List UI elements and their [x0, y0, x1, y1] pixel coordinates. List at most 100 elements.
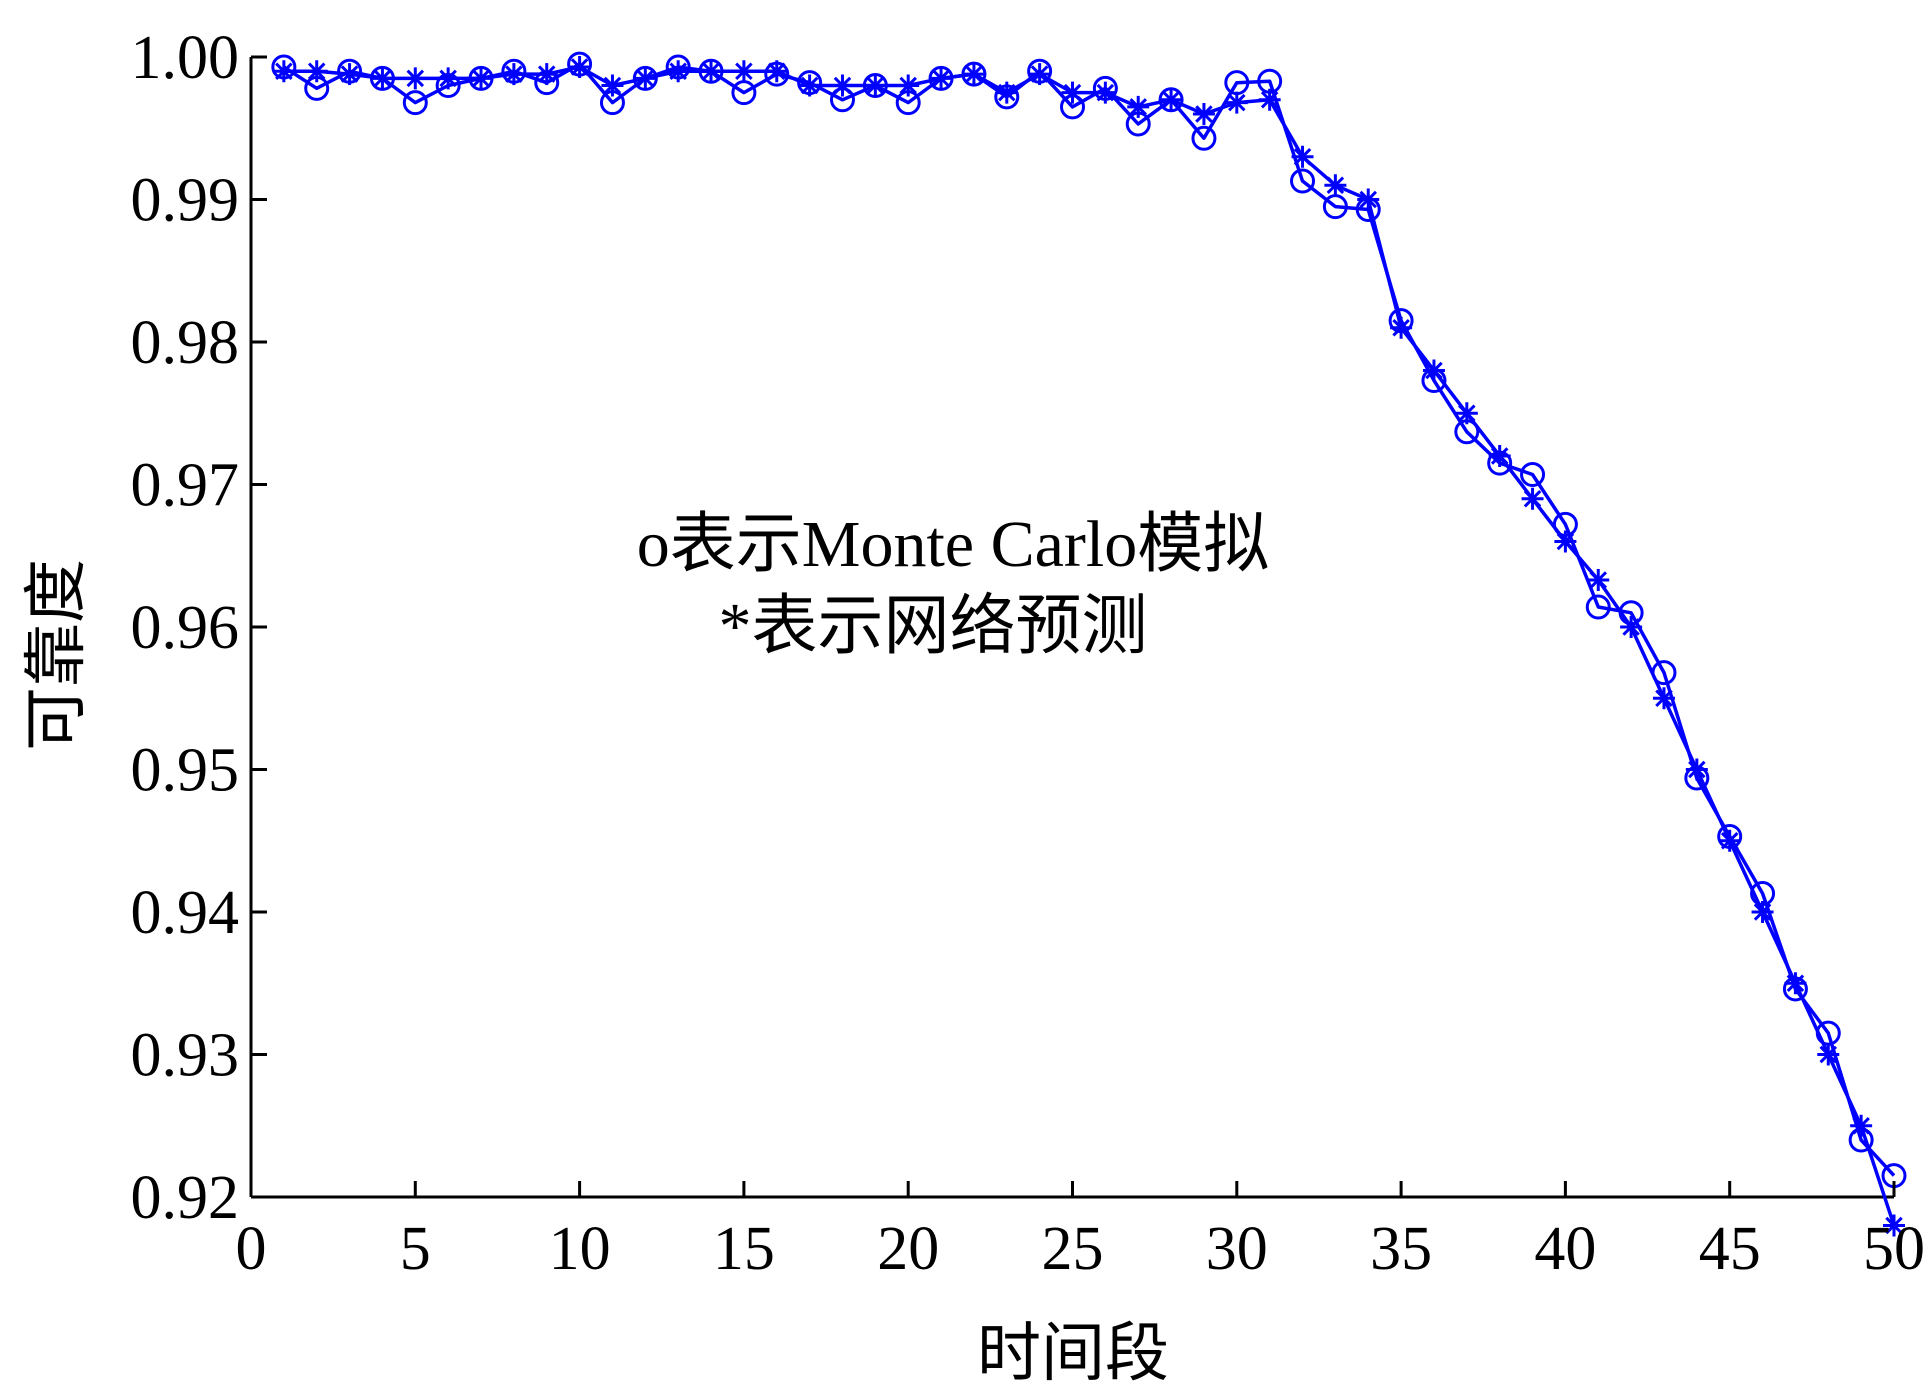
data-point-star — [1652, 687, 1675, 710]
star-stroke — [472, 69, 490, 88]
y-tick-label: 0.99 — [131, 167, 240, 235]
star-stroke — [373, 69, 392, 88]
data-point-star — [305, 60, 328, 83]
data-point-star — [995, 81, 1018, 104]
star-stroke — [1195, 105, 1213, 123]
data-point-circle — [1290, 168, 1316, 194]
star-stroke — [899, 76, 917, 95]
data-point-star — [1455, 402, 1478, 425]
star-stroke — [1655, 689, 1673, 708]
star-stroke — [1293, 147, 1312, 166]
data-point-star — [338, 63, 361, 86]
star-stroke — [1786, 974, 1805, 993]
data-point-star — [437, 67, 460, 90]
data-point-circle — [1520, 462, 1546, 488]
data-point-star — [700, 60, 723, 83]
star-stroke — [1228, 93, 1246, 112]
star-stroke — [1688, 760, 1706, 779]
data-point-star — [1225, 91, 1248, 114]
data-point-star — [732, 60, 755, 83]
data-point-star — [1521, 487, 1544, 510]
series-layer — [271, 51, 1907, 1237]
data-point-star — [1883, 1214, 1905, 1237]
star-stroke — [965, 65, 983, 83]
x-tick-label: 45 — [1699, 1215, 1761, 1283]
star-stroke — [340, 65, 359, 83]
data-point-star — [601, 74, 624, 97]
star-stroke — [1885, 1216, 1903, 1235]
star-stroke — [998, 83, 1016, 102]
data-point-star — [1784, 972, 1807, 995]
data-point-star — [1554, 530, 1577, 553]
data-point-star — [470, 67, 493, 90]
data-point-star — [1357, 188, 1380, 211]
data-point-circle — [1585, 594, 1611, 620]
data-point-star — [1028, 63, 1051, 86]
star-stroke — [1523, 489, 1542, 508]
y-tick-label: 0.93 — [131, 1022, 240, 1090]
star-stroke — [307, 62, 326, 81]
star-stroke — [702, 62, 720, 81]
data-point-star — [1127, 95, 1150, 118]
y-tick-label: 0.94 — [131, 879, 240, 947]
data-point-circle — [1191, 125, 1217, 151]
annotation-network-prediction: *表示网络预测 — [719, 590, 1148, 663]
star-stroke — [439, 69, 457, 88]
star-stroke — [669, 62, 687, 81]
star-stroke — [505, 65, 523, 83]
data-point-star — [1718, 829, 1741, 852]
x-tick-label: 50 — [1863, 1215, 1925, 1283]
data-point-star — [1061, 81, 1084, 104]
data-point-star — [930, 67, 953, 90]
data-point-star — [502, 63, 525, 86]
ticks: 0 5 10 15 20 25 30 35 40 45 50 0.92 0.93 0.94 0.95 0.96… — [131, 24, 1926, 1283]
y-axis-label: 可靠度 — [20, 559, 94, 751]
data-point-circle — [402, 90, 428, 116]
star-stroke — [1359, 190, 1378, 209]
star-stroke — [1556, 532, 1575, 551]
series-network-prediction — [272, 55, 1905, 1237]
star-stroke — [932, 69, 950, 88]
star-stroke — [735, 62, 753, 81]
star-stroke — [833, 76, 852, 95]
data-point-star — [667, 60, 690, 83]
data-point-star — [634, 67, 657, 90]
data-point-star — [1620, 616, 1643, 638]
data-point-star — [1192, 103, 1215, 125]
star-stroke — [1096, 83, 1115, 102]
data-point-star — [1422, 359, 1445, 382]
star-stroke — [1063, 83, 1082, 102]
star-stroke — [603, 76, 622, 95]
data-point-star — [1751, 901, 1774, 923]
star-stroke — [1392, 318, 1410, 337]
star-stroke — [1753, 903, 1772, 921]
x-tick-label: 15 — [713, 1215, 775, 1283]
data-point-star — [1817, 1043, 1840, 1066]
star-stroke — [1490, 447, 1509, 465]
x-tick-label: 0 — [236, 1215, 267, 1283]
data-point-star — [1685, 758, 1708, 781]
y-tick-label: 0.96 — [131, 594, 240, 662]
y-tick-label: 1.00 — [131, 24, 240, 92]
data-point-star — [831, 74, 854, 97]
x-tick-label: 30 — [1206, 1215, 1268, 1283]
star-stroke — [866, 76, 885, 95]
x-axis-label: 时间段 — [977, 1317, 1169, 1391]
star-stroke — [1030, 65, 1049, 83]
x-tick-label: 5 — [400, 1215, 431, 1283]
star-stroke — [1720, 831, 1739, 850]
star-stroke — [1326, 176, 1345, 195]
data-point-star — [798, 74, 821, 97]
star-stroke — [570, 58, 589, 76]
y-tick-label: 0.98 — [131, 309, 240, 377]
y-tick-label: 0.95 — [131, 737, 240, 805]
data-point-star — [864, 74, 887, 97]
star-stroke — [537, 65, 556, 83]
star-stroke — [767, 62, 786, 81]
annotation-monte-carlo: o表示Monte Carlo模拟 — [637, 508, 1269, 581]
data-point-star — [1258, 88, 1281, 111]
data-point-star — [1160, 88, 1183, 111]
x-tick-label: 20 — [877, 1215, 939, 1283]
x-tick-label: 25 — [1042, 1215, 1104, 1283]
